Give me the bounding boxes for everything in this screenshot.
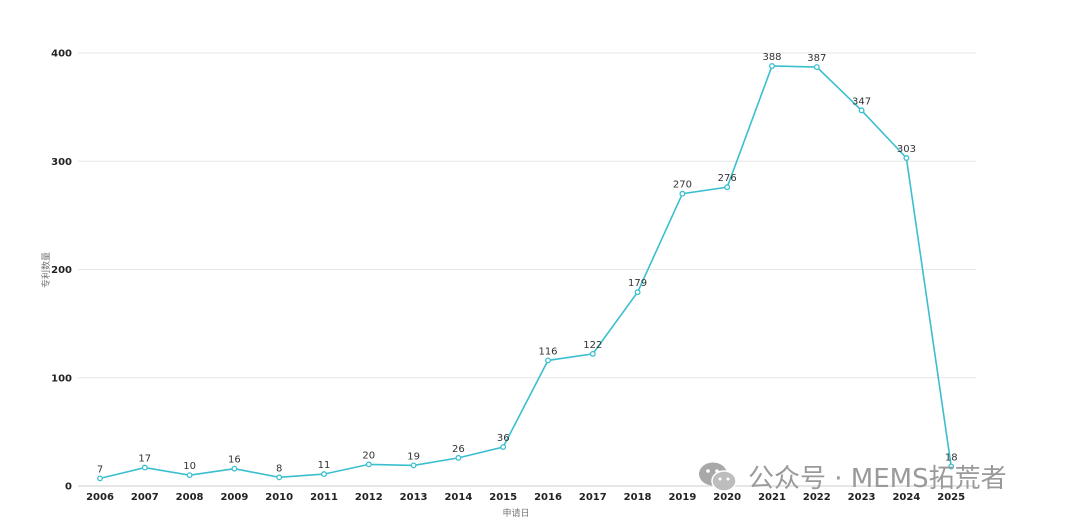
data-label: 10: [183, 461, 196, 472]
x-axis-title: 申请日: [502, 507, 529, 519]
data-point: [365, 461, 372, 468]
y-tick-label: 100: [51, 373, 72, 384]
x-tick-label: 2013: [400, 492, 428, 503]
x-tick-label: 2023: [848, 492, 876, 503]
data-point: [410, 462, 417, 469]
data-labels: 7 17 10 16 8 11 20 19 26 36 116 122 179 270 276 388 387 3…: [97, 52, 958, 475]
data-point: [948, 463, 955, 470]
data-label: 276: [718, 173, 737, 184]
x-tick-label: 2019: [668, 492, 696, 503]
data-label: 116: [538, 346, 557, 357]
x-tick-label: 2020: [713, 492, 741, 503]
y-tick-label: 0: [65, 482, 72, 493]
data-point: [186, 472, 193, 479]
grid-lines: [78, 52, 976, 487]
series-line: [99, 65, 952, 480]
x-tick-label: 2017: [579, 492, 607, 503]
data-label: 18: [945, 453, 958, 464]
data-point: [500, 444, 507, 450]
x-tick-label: 2008: [176, 492, 204, 503]
data-label: 26: [452, 444, 465, 455]
y-tick-label: 300: [51, 157, 72, 168]
data-point: [545, 357, 551, 364]
data-point: [321, 471, 327, 478]
data-point: [858, 107, 865, 114]
y-axis-ticks: 0 100 200 300 400: [51, 49, 72, 493]
data-label: 122: [583, 340, 602, 351]
x-tick-label: 2024: [892, 492, 920, 503]
x-tick-label: 2021: [758, 492, 786, 503]
data-point: [679, 190, 686, 197]
data-label: 179: [628, 278, 647, 289]
x-axis-ticks: 2006 2007 2008 2009 2010 2011 2012 2013 2014 2015…: [86, 492, 965, 503]
data-label: 270: [673, 180, 692, 191]
y-axis-title: 专利数量: [40, 252, 52, 288]
y-tick-label: 400: [51, 49, 72, 60]
data-label: 8: [276, 463, 282, 474]
data-label: 19: [407, 451, 420, 462]
data-point: [724, 184, 731, 191]
data-point: [97, 475, 103, 482]
y-tick-label: 200: [51, 265, 72, 276]
data-label: 347: [852, 96, 871, 107]
data-point: [141, 464, 148, 471]
data-point: [769, 63, 775, 69]
watermark: 公众号 · MEMS拓荒者: [698, 458, 1007, 495]
data-label: 17: [138, 454, 151, 465]
data-label: 303: [897, 144, 916, 155]
data-label: 36: [497, 433, 510, 444]
x-tick-label: 2022: [803, 492, 831, 503]
x-tick-label: 2009: [220, 492, 248, 503]
data-point: [813, 64, 820, 71]
wechat-icon: [699, 462, 737, 492]
x-tick-label: 2007: [131, 492, 159, 503]
x-tick-label: 2014: [444, 492, 472, 503]
x-tick-label: 2016: [534, 492, 562, 503]
x-tick-label: 2011: [310, 492, 338, 503]
x-tick-label: 2018: [624, 492, 652, 503]
data-point: [634, 289, 641, 296]
x-tick-label: 2010: [265, 492, 293, 503]
data-label: 387: [807, 53, 826, 64]
x-tick-label: 2006: [86, 492, 114, 503]
data-label: 388: [762, 52, 781, 63]
data-label: 7: [97, 464, 103, 475]
x-tick-label: 2012: [355, 492, 383, 503]
data-point: [231, 465, 238, 472]
x-tick-label: 2025: [937, 492, 965, 503]
data-point: [903, 155, 910, 161]
data-points: [97, 63, 955, 482]
data-label: 16: [228, 455, 241, 466]
data-point: [455, 454, 462, 461]
data-label: 11: [318, 460, 331, 471]
x-tick-label: 2015: [489, 492, 517, 503]
data-label: 20: [362, 450, 375, 461]
data-point: [276, 474, 283, 481]
data-point: [589, 350, 596, 357]
watermark-text: 公众号 · MEMS拓荒者: [748, 464, 1007, 494]
